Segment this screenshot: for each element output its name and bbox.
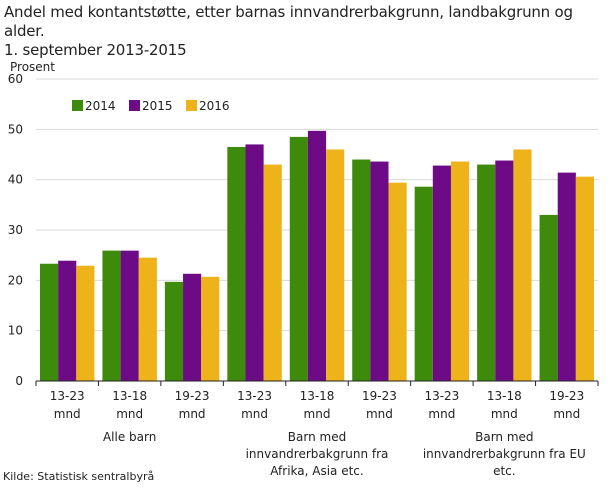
y-tick-label: 10	[8, 324, 23, 338]
x-tick-label: mnd	[179, 407, 206, 421]
x-tick-label: 13-23	[424, 389, 459, 403]
group-label: Alle barn	[103, 430, 156, 444]
bar-2014	[289, 136, 308, 381]
y-axis-label: Prosent	[10, 60, 55, 74]
x-tick-label: mnd	[116, 407, 143, 421]
legend-swatch-2016	[186, 100, 197, 111]
bar-2015	[245, 144, 264, 381]
bar-2015	[58, 260, 77, 381]
bar-2014	[164, 281, 184, 381]
bar-2014	[477, 164, 496, 381]
bar-2016	[138, 257, 157, 381]
bar-2015	[183, 273, 202, 381]
x-tick-label: mnd	[241, 407, 268, 421]
y-tick-label: 20	[8, 273, 23, 287]
y-tick-label: 50	[8, 122, 23, 136]
legend-label-2014: 2014	[85, 99, 116, 113]
bar-2015	[557, 172, 576, 381]
bar-2014	[414, 186, 433, 381]
bar-2015	[120, 250, 139, 381]
chart-title: Andel med kontantstøtte, etter barnas in…	[4, 3, 609, 60]
x-tick-label: mnd	[304, 407, 331, 421]
x-tick-label: 13-18	[487, 389, 522, 403]
bar-2016	[263, 164, 282, 381]
group-label: Afrika, Asia etc.	[270, 464, 363, 478]
x-tick-label: 13-18	[112, 389, 147, 403]
bar-2016	[513, 149, 532, 381]
x-tick-label: mnd	[54, 407, 81, 421]
bar-2014	[227, 146, 246, 381]
group-label: Barn med	[288, 430, 346, 444]
group-label: innvandrerbakgrunn fra	[246, 447, 389, 461]
y-tick-label: 40	[8, 173, 23, 187]
chart-title-line1: Andel med kontantstøtte, etter barnas in…	[4, 3, 573, 40]
bar-2016	[450, 161, 470, 381]
axes: 0 10 20 30 40 50 60 13-23 mnd 13-18 mnd 19-23 mnd 13-…	[8, 72, 599, 478]
y-tick-label: 30	[8, 223, 23, 237]
group-label: etc.	[493, 464, 516, 478]
group-label: Barn med	[475, 430, 533, 444]
legend-label-2015: 2015	[142, 99, 173, 113]
legend: 2014 2015 2016	[63, 89, 241, 121]
x-tick-label: 19-23	[549, 389, 584, 403]
legend-box	[63, 89, 241, 121]
x-tick-label: 19-23	[175, 389, 210, 403]
bar-2016	[326, 149, 345, 381]
x-tick-label: mnd	[428, 407, 455, 421]
x-tick-label: mnd	[366, 407, 393, 421]
legend-swatch-2015	[129, 100, 140, 111]
x-tick-label: mnd	[491, 407, 518, 421]
x-tick-label: 13-23	[50, 389, 85, 403]
bar-2014	[40, 263, 59, 381]
legend-swatch-2014	[72, 100, 83, 111]
bar-2014	[352, 159, 371, 381]
x-tick-label: 19-23	[362, 389, 397, 403]
y-tick-label: 0	[15, 374, 23, 388]
x-tick-label: 13-18	[300, 389, 335, 403]
bar-2016	[76, 265, 95, 381]
bar-2015	[495, 160, 514, 381]
x-tick-label: mnd	[553, 407, 580, 421]
bar-2016	[388, 182, 407, 381]
bar-2014	[539, 214, 558, 381]
x-tick-label: 13-23	[237, 389, 272, 403]
bar-2016	[201, 276, 220, 381]
bar-2016	[575, 176, 594, 381]
chart-title-line2: 1. september 2013-2015	[4, 41, 187, 59]
bar-2014	[102, 250, 121, 381]
y-tick-label: 60	[8, 72, 23, 86]
source-note: Kilde: Statistisk sentralbyrå	[3, 470, 155, 483]
group-label: innvandrerbakgrunn fra EU	[423, 447, 586, 461]
bar-2015	[307, 130, 327, 381]
bars	[40, 130, 594, 381]
legend-label-2016: 2016	[199, 99, 230, 113]
bar-2015	[370, 161, 389, 381]
bar-2015	[432, 165, 451, 381]
